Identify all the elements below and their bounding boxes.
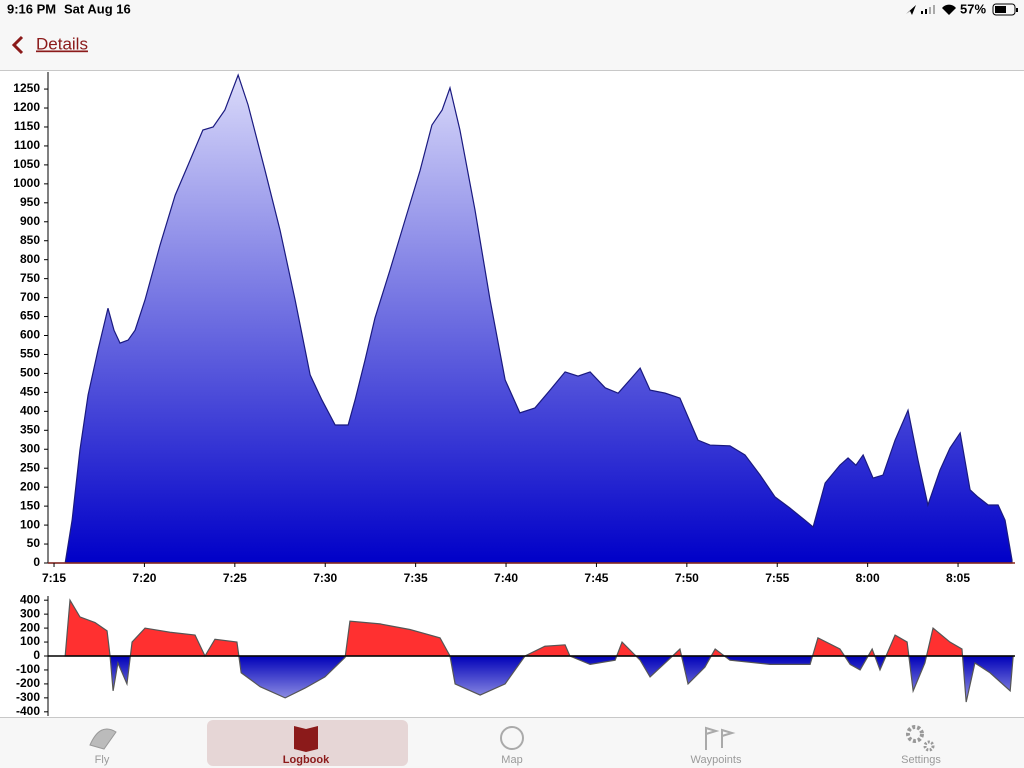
y-tick-label: 250 [20,460,40,474]
x-tick-label: 7:25 [223,571,247,585]
settings-icon[interactable] [906,725,924,743]
y-tick-label: -200 [16,676,40,690]
battery-icon [992,3,1018,16]
fly-icon[interactable] [89,728,117,750]
waypoints-icon[interactable] [705,726,736,750]
area-series [64,598,1014,703]
area-series [48,73,1013,564]
y-tick-label: 550 [20,347,40,361]
map-icon[interactable] [500,726,524,750]
y-tick-label: 0 [33,555,40,569]
charts: 0 50 100 150 200 250 300 350 400 450 500 550 600 650 7… [13,72,1015,718]
tab-label[interactable]: Settings [901,754,941,766]
battery-text: 57% [960,1,986,16]
y-tick-label: -400 [16,704,40,718]
y-tick-label: 750 [20,271,40,285]
y-tick-label: 300 [20,606,40,620]
logbook-icon[interactable] [294,726,318,752]
tab-label[interactable]: Waypoints [691,754,742,766]
y-tick-label: 200 [20,620,40,634]
settings-icon-small [923,740,935,752]
y-tick-label: 850 [20,233,40,247]
x-tick-label: 7:35 [404,571,428,585]
x-tick-label: 8:00 [856,571,880,585]
y-tick-label: 300 [20,441,40,455]
y-tick-label: -300 [16,690,40,704]
y-tick-label: 1150 [14,119,40,133]
back-chevron[interactable] [11,35,24,55]
x-tick-label: 7:45 [584,571,608,585]
x-tick-label: 7:30 [313,571,337,585]
wifi-icon [942,4,956,15]
y-tick-label: 0 [33,648,40,662]
x-tick-label: 7:40 [494,571,518,585]
x-tick-label: 7:50 [675,571,699,585]
y-tick-label: 350 [20,422,40,436]
x-tick-label: 7:20 [132,571,156,585]
tab-label[interactable]: Fly [95,754,110,766]
y-tick-label: 700 [20,290,40,304]
y-tick-label: 800 [20,252,40,266]
tab-label[interactable]: Map [501,754,522,766]
header-bg [0,0,1024,70]
x-tick-label: 8:05 [946,571,970,585]
y-tick-label: 1000 [13,176,40,190]
y-tick-label: 600 [20,328,40,342]
x-tick-label: 7:55 [765,571,789,585]
y-tick-label: 500 [20,366,40,380]
y-tick-label: -100 [16,662,40,676]
y-tick-label: 1250 [13,81,40,95]
y-tick-label: 900 [20,214,40,228]
y-tick-label: 100 [20,634,40,648]
status-date: Sat Aug 16 [64,1,131,16]
y-tick-label: 1200 [13,100,40,114]
y-tick-label: 950 [20,195,40,209]
tab-label[interactable]: Logbook [283,754,330,766]
y-tick-label: 50 [27,536,41,550]
y-tick-label: 150 [20,498,40,512]
signal-icon [921,5,935,14]
y-tick-label: 1100 [14,138,40,152]
back-button[interactable]: Details [36,34,88,53]
y-tick-label: 450 [20,385,40,399]
y-tick-label: 650 [20,309,40,323]
y-tick-label: 1050 [13,157,40,171]
status-time: 9:16 PM [7,1,56,16]
tab-bar [0,717,1024,768]
y-tick-label: 200 [20,479,40,493]
y-tick-label: 400 [20,404,40,418]
y-tick-label: 100 [20,517,40,531]
x-tick-label: 7:15 [42,571,66,585]
y-tick-label: 400 [20,592,40,606]
location-icon [906,5,916,15]
